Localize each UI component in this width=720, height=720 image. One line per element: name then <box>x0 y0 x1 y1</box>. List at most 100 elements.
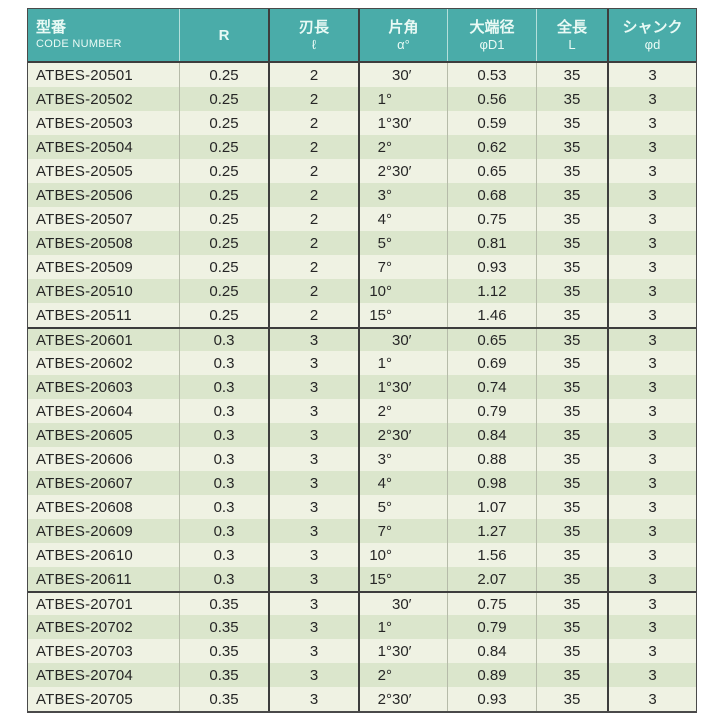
large-end-dia-cell: 0.74 <box>447 375 536 399</box>
code-cell: ATBES-20504 <box>36 138 133 156</box>
radius-cell: 0.35 <box>179 593 268 615</box>
angle-cell: 7° <box>358 255 447 279</box>
large-end-dia-cell: 0.79 <box>447 399 536 423</box>
angle-degrees: 7° <box>377 522 392 540</box>
code-cell: ATBES-20509 <box>36 258 133 276</box>
flute-length-cell: 2 <box>268 279 358 303</box>
shank-cell: 3 <box>607 639 696 663</box>
table-row: ATBES-20604 0.3 3 2° 0.79 35 3 <box>28 399 696 423</box>
angle-degrees: 4° <box>377 474 392 492</box>
radius-cell: 0.3 <box>179 495 268 519</box>
table-row: ATBES-20703 0.35 3 1° 30′ 0.84 35 3 <box>28 639 696 663</box>
angle-cell: 2° <box>358 135 447 159</box>
col-header-angle: 片角 α° <box>358 9 447 61</box>
shank-cell: 3 <box>607 663 696 687</box>
angle-cell: 2° 30′ <box>358 159 447 183</box>
code-cell: ATBES-20611 <box>36 570 132 588</box>
col-header-label: シャンク <box>622 19 683 36</box>
table-row: ATBES-20601 0.3 3 30′ 0.65 35 3 <box>28 327 696 351</box>
code-cell: ATBES-20508 <box>36 234 133 252</box>
table-row: ATBES-20602 0.3 3 1° 0.69 35 3 <box>28 351 696 375</box>
angle-degrees: 1° <box>377 114 392 132</box>
overall-length-cell: 35 <box>536 351 607 375</box>
radius-cell: 0.25 <box>179 183 268 207</box>
col-header-overall-length: 全長 L <box>536 9 607 61</box>
large-end-dia-cell: 0.53 <box>447 63 536 87</box>
flute-length-cell: 3 <box>268 567 358 591</box>
angle-cell: 5° <box>358 495 447 519</box>
code-cell: ATBES-20609 <box>36 522 133 540</box>
code-cell: ATBES-20606 <box>36 450 133 468</box>
overall-length-cell: 35 <box>536 303 607 327</box>
table-row: ATBES-20504 0.25 2 2° 0.62 35 3 <box>28 135 696 159</box>
code-cell: ATBES-20511 <box>36 306 132 324</box>
angle-minutes: 30′ <box>392 162 412 180</box>
col-header-label: 全長 <box>556 19 587 36</box>
angle-degrees: 1° <box>377 354 392 372</box>
flute-length-cell: 3 <box>268 423 358 447</box>
large-end-dia-cell: 0.69 <box>447 351 536 375</box>
col-header-code: 型番 CODE NUMBER <box>28 9 179 61</box>
radius-cell: 0.35 <box>179 639 268 663</box>
flute-length-cell: 2 <box>268 111 358 135</box>
angle-cell: 30′ <box>358 63 447 87</box>
large-end-dia-cell: 0.65 <box>447 159 536 183</box>
angle-cell: 15° <box>358 303 447 327</box>
table-row: ATBES-20506 0.25 2 3° 0.68 35 3 <box>28 183 696 207</box>
flute-length-cell: 3 <box>268 329 358 351</box>
angle-cell: 1° 30′ <box>358 639 447 663</box>
large-end-dia-cell: 0.93 <box>447 255 536 279</box>
radius-cell: 0.25 <box>179 207 268 231</box>
code-cell: ATBES-20610 <box>36 546 133 564</box>
radius-cell: 0.25 <box>179 231 268 255</box>
flute-length-cell: 2 <box>268 303 358 327</box>
angle-cell: 1° 30′ <box>358 111 447 135</box>
overall-length-cell: 35 <box>536 567 607 591</box>
table-row: ATBES-20611 0.3 3 15° 2.07 35 3 <box>28 567 696 591</box>
col-header-label: 大端径 <box>469 19 515 36</box>
large-end-dia-cell: 0.68 <box>447 183 536 207</box>
col-header-sublabel: L <box>568 37 576 52</box>
overall-length-cell: 35 <box>536 495 607 519</box>
angle-degrees: 3° <box>377 450 392 468</box>
large-end-dia-cell: 0.75 <box>447 593 536 615</box>
large-end-dia-cell: 0.89 <box>447 663 536 687</box>
code-cell: ATBES-20607 <box>36 474 133 492</box>
angle-minutes: 30′ <box>392 378 412 396</box>
code-cell: ATBES-20503 <box>36 114 133 132</box>
angle-cell: 1° <box>358 615 447 639</box>
angle-cell: 15° <box>358 567 447 591</box>
angle-cell: 2° 30′ <box>358 687 447 711</box>
overall-length-cell: 35 <box>536 183 607 207</box>
col-header-flute-length: 刃長 ℓ <box>268 9 358 61</box>
code-cell: ATBES-20506 <box>36 186 133 204</box>
large-end-dia-cell: 0.65 <box>447 329 536 351</box>
angle-degrees: 1° <box>377 642 392 660</box>
angle-cell: 1° 30′ <box>358 375 447 399</box>
overall-length-cell: 35 <box>536 687 607 711</box>
radius-cell: 0.3 <box>179 399 268 423</box>
angle-degrees: 2° <box>377 426 392 444</box>
table-row: ATBES-20511 0.25 2 15° 1.46 35 3 <box>28 303 696 327</box>
large-end-dia-cell: 0.75 <box>447 207 536 231</box>
angle-minutes: 30′ <box>392 690 412 708</box>
radius-cell: 0.3 <box>179 519 268 543</box>
col-header-label: 片角 <box>388 19 419 36</box>
angle-minutes: 30′ <box>392 426 412 444</box>
shank-cell: 3 <box>607 255 696 279</box>
table-row: ATBES-20701 0.35 3 30′ 0.75 35 3 <box>28 591 696 615</box>
col-header-sublabel: φD1 <box>479 37 505 52</box>
flute-length-cell: 3 <box>268 399 358 423</box>
radius-cell: 0.25 <box>179 279 268 303</box>
code-cell: ATBES-20502 <box>36 90 133 108</box>
code-cell: ATBES-20702 <box>36 618 133 636</box>
flute-length-cell: 3 <box>268 687 358 711</box>
angle-degrees: 15° <box>369 306 392 324</box>
angle-degrees: 1° <box>377 618 392 636</box>
angle-degrees: 2° <box>377 666 392 684</box>
overall-length-cell: 35 <box>536 375 607 399</box>
radius-cell: 0.25 <box>179 303 268 327</box>
shank-cell: 3 <box>607 471 696 495</box>
flute-length-cell: 2 <box>268 231 358 255</box>
